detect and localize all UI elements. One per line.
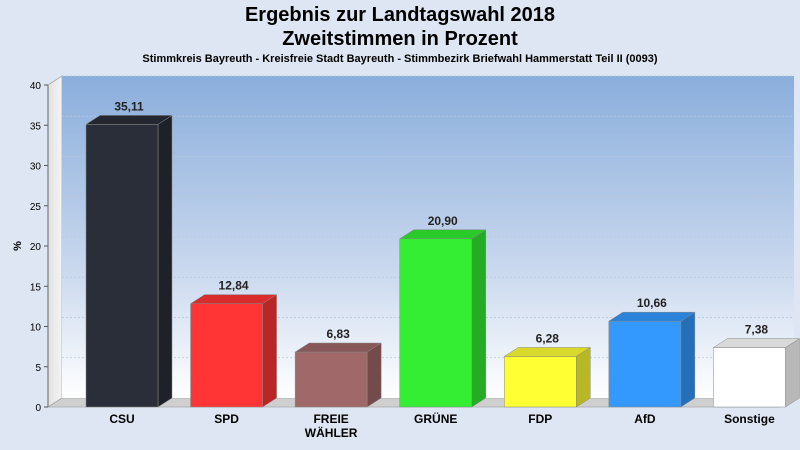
category-label: AfD <box>634 412 656 426</box>
bar-value-label: 12,84 <box>219 279 249 293</box>
bar-top <box>608 311 696 322</box>
bar-side <box>157 114 173 408</box>
category-label: Sonstige <box>724 412 775 426</box>
y-tick-label: 0 <box>35 403 41 414</box>
y-tick-label: 35 <box>30 121 42 132</box>
bar <box>85 124 159 408</box>
bar-top <box>85 115 173 125</box>
category-label: FDP <box>528 412 552 426</box>
bar <box>608 320 682 408</box>
bar-side <box>576 346 591 408</box>
bar-side <box>471 229 486 408</box>
bar-top <box>712 338 800 348</box>
y-tick-label: 20 <box>30 242 42 253</box>
bar-value-label: 6,83 <box>326 327 350 341</box>
y-tick-label: 25 <box>30 202 42 213</box>
bar-top <box>503 347 592 357</box>
bar-top <box>294 342 382 353</box>
bar <box>504 356 577 408</box>
y-tick-label: 40 <box>30 81 42 92</box>
bar-value-label: 7,38 <box>745 323 769 337</box>
bar-value-label: 35,11 <box>114 99 144 113</box>
bar-side <box>785 338 800 408</box>
y-axis-label: % <box>12 241 24 251</box>
side-wall <box>47 75 63 408</box>
bar-top <box>189 294 278 304</box>
chart-subtitle: Zweitstimmen in Prozent <box>282 28 518 50</box>
chart-caption: Stimmkreis Bayreuth - Kreisfreie Stadt B… <box>142 53 658 65</box>
bar-side <box>366 342 382 408</box>
y-tick-label: 30 <box>30 162 42 173</box>
category-label: GRÜNE <box>414 411 457 426</box>
y-tick-label: 10 <box>30 323 42 334</box>
chart-title: Ergebnis zur Landtagswahl 2018 <box>244 4 556 26</box>
category-label: CSU <box>109 412 134 426</box>
bar <box>294 351 368 408</box>
bar-side <box>680 311 696 408</box>
y-tick-label: 15 <box>30 282 42 293</box>
category-label: FREIE WÄHLER <box>305 412 358 440</box>
bar-side <box>262 294 277 408</box>
bar-top <box>398 229 487 240</box>
category-label: SPD <box>214 412 239 426</box>
bar-value-label: 6,28 <box>536 331 560 345</box>
bar-value-label: 10,66 <box>637 296 667 310</box>
bar <box>713 347 786 408</box>
y-tick-label: 5 <box>35 363 41 374</box>
bar <box>399 238 472 408</box>
bar <box>190 303 263 408</box>
bar-value-label: 20,90 <box>428 214 458 228</box>
